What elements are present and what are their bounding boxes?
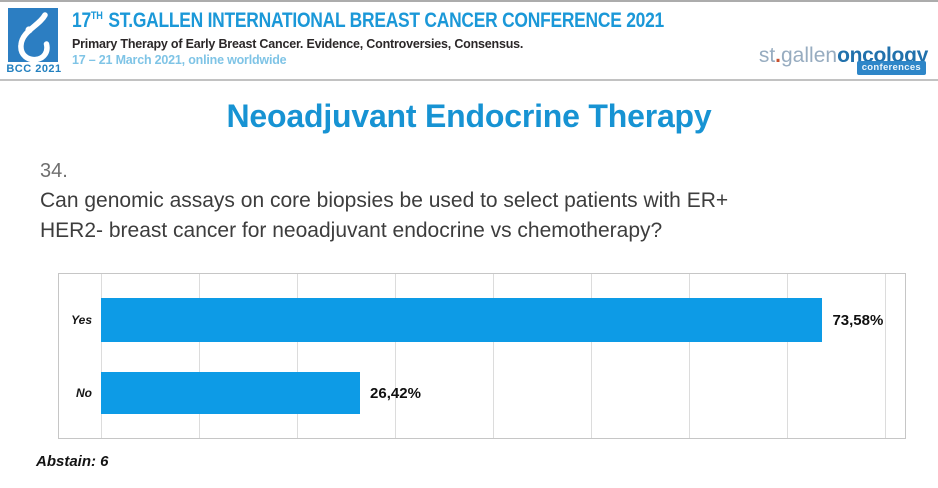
stgallen-oncology-logo: st.gallenoncology conferences bbox=[758, 44, 928, 75]
gridline bbox=[199, 274, 201, 438]
gridline bbox=[591, 274, 593, 438]
gridline bbox=[493, 274, 495, 438]
conference-subtitle: Primary Therapy of Early Breast Cancer. … bbox=[72, 37, 524, 51]
bar-row-no: No 26,42% bbox=[59, 372, 905, 414]
brand-conferences-tag: conferences bbox=[856, 61, 926, 75]
question-block: 34. Can genomic assays on core biopsies … bbox=[40, 157, 898, 246]
conference-title-main: ST.GALLEN INTERNATIONAL BREAST CANCER CO… bbox=[108, 9, 664, 32]
conference-header-text: 17TH ST.GALLEN INTERNATIONAL BREAST CANCE… bbox=[72, 9, 785, 67]
conference-title-ordinal: TH bbox=[90, 10, 103, 22]
chart-gridlines bbox=[101, 274, 905, 438]
video-top-edge-artifact bbox=[0, 0, 938, 2]
abstain-count: Abstain: 6 bbox=[36, 453, 109, 470]
question-number: 34. bbox=[40, 160, 68, 182]
conference-header: BCC 2021 17TH ST.GALLEN INTERNATIONAL BRE… bbox=[0, 0, 938, 81]
slide-title: Neoadjuvant Endocrine Therapy bbox=[226, 98, 712, 134]
poll-bar-chart: Yes 73,58% No 26,42% bbox=[58, 273, 906, 439]
question-line-2: HER2- breast cancer for neoadjuvant endo… bbox=[40, 219, 663, 242]
bar-track-yes: 73,58% bbox=[101, 298, 905, 342]
bar-row-yes: Yes 73,58% bbox=[59, 298, 905, 342]
gridline bbox=[689, 274, 691, 438]
conference-dates: 17 – 21 March 2021, online worldwide bbox=[72, 53, 287, 67]
conference-title-number: 17 bbox=[72, 9, 91, 32]
bar-yes bbox=[101, 298, 823, 342]
question-line-1: Can genomic assays on core biopsies be u… bbox=[40, 189, 729, 212]
bcc-drop-logo-icon bbox=[8, 8, 58, 62]
brand-st: st bbox=[758, 44, 776, 67]
value-label-yes: 73,58% bbox=[832, 311, 884, 329]
brand-gallen: gallen bbox=[781, 44, 838, 67]
conference-title: 17TH ST.GALLEN INTERNATIONAL BREAST CANCE… bbox=[72, 9, 664, 33]
bar-track-no: 26,42% bbox=[101, 372, 905, 414]
gridline bbox=[101, 274, 102, 438]
value-label-no: 26,42% bbox=[370, 384, 421, 402]
brand-dot: . bbox=[775, 44, 781, 67]
gridline bbox=[297, 274, 299, 438]
gridline bbox=[787, 274, 789, 438]
bar-no bbox=[101, 372, 361, 414]
gridline bbox=[885, 274, 887, 438]
category-label-no: No bbox=[76, 386, 92, 400]
bcc-badge-label: BCC 2021 bbox=[6, 63, 62, 75]
gridline bbox=[395, 274, 397, 438]
category-label-yes: Yes bbox=[71, 313, 92, 327]
